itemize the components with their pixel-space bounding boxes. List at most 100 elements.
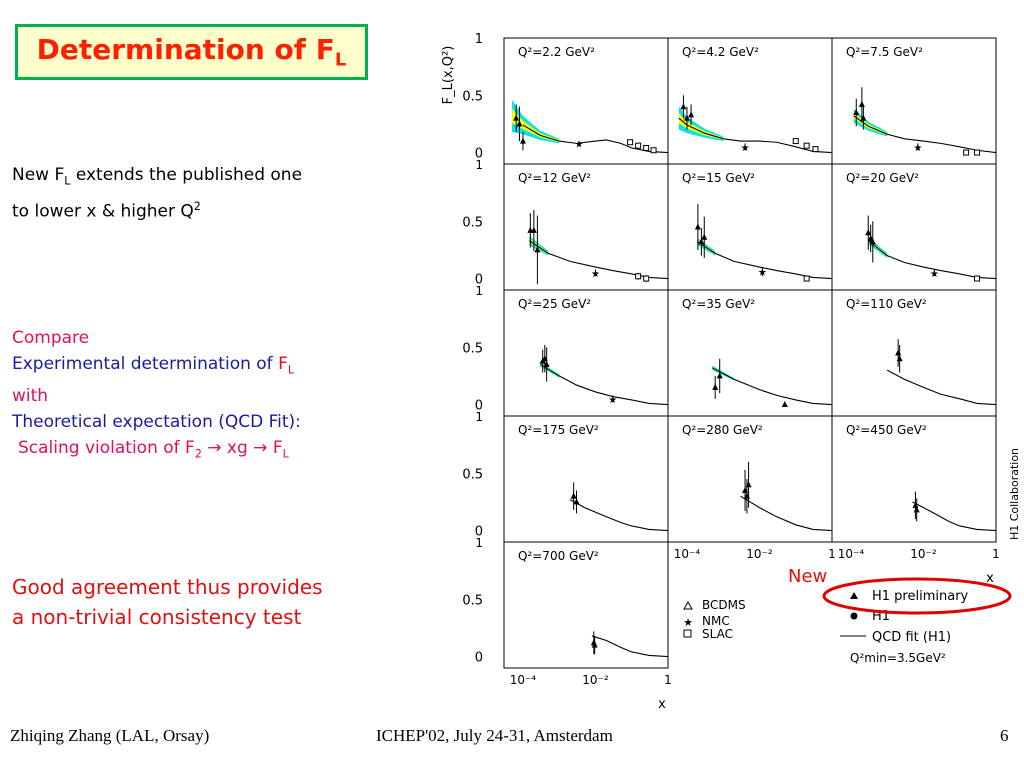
panel-label: Q²=35 GeV² — [682, 297, 755, 311]
y-tick-label: 1 — [475, 32, 483, 47]
panel-label: Q²=175 GeV² — [518, 423, 599, 437]
panel-frame — [667, 415, 833, 543]
data-point-slac — [627, 139, 634, 146]
footer-author: Zhiqing Zhang (LAL, Orsay) — [10, 726, 210, 745]
panel-13: Q²=700 GeV² — [503, 541, 669, 669]
page-number: 6 — [1000, 726, 1009, 745]
data-point-h1-prelim — [570, 492, 577, 499]
x-axis-label: x — [986, 571, 994, 586]
data-point-nmc: ★ — [913, 143, 922, 154]
legend-h1-prelim: H1 preliminary — [872, 589, 969, 604]
y-tick-label: 1 — [475, 158, 483, 172]
panel-frame — [503, 289, 669, 417]
legend-qmin: Q²min=3.5GeV² — [850, 651, 946, 665]
data-point-h1-prelim — [858, 100, 865, 107]
error-band-inner — [853, 112, 888, 136]
panel-label: Q²=4.2 GeV² — [682, 45, 759, 59]
data-point-h1-prelim — [573, 498, 580, 505]
data-point-h1-prelim — [712, 383, 719, 390]
data-point-h1-prelim — [701, 233, 708, 240]
qcd-fit-curve — [853, 115, 997, 154]
panel-label: Q²=700 GeV² — [518, 549, 599, 563]
data-point-h1-prelim — [543, 360, 550, 367]
data-point-h1-prelim — [591, 641, 598, 648]
panel-label: Q²=450 GeV² — [846, 423, 927, 437]
y-tick-label: 0 — [475, 147, 483, 162]
data-point-h1-prelim — [688, 111, 695, 118]
data-point-slac — [974, 149, 981, 156]
data-point-nmc: ★ — [574, 139, 583, 150]
footer-conference: ICHEP'02, July 24-31, Amsterdam — [376, 726, 613, 745]
title-box: Determination of FL — [15, 24, 368, 80]
panel-label: Q²=110 GeV² — [846, 297, 927, 311]
error-band-outer — [512, 99, 560, 144]
y-tick-label: 1 — [475, 536, 483, 550]
panel-label: Q²=25 GeV² — [518, 297, 591, 311]
slide-title: Determination of FL — [36, 33, 347, 71]
data-point-h1-prelim — [694, 223, 701, 230]
data-point-h1-prelim — [530, 226, 537, 233]
legend-nmc-marker: ★ — [683, 616, 693, 629]
y-axis-label: F_L(x,Q²) — [441, 46, 456, 105]
x-tick-label: 1 — [992, 547, 1000, 561]
data-point-h1-prelim — [867, 234, 874, 241]
data-point-nmc: ★ — [758, 268, 767, 279]
panel-frame — [831, 163, 997, 291]
data-point-h1-prelim — [519, 137, 526, 144]
data-point-h1-prelim — [860, 114, 867, 121]
data-point-h1-prelim — [745, 481, 752, 488]
y-tick-label: 0.5 — [462, 89, 483, 104]
qcd-fit-curve — [522, 124, 669, 154]
panel-5: ★ Q²=15 GeV² — [667, 163, 833, 291]
panel-label: Q²=280 GeV² — [682, 423, 763, 437]
y-tick-label: 0.5 — [462, 467, 483, 482]
data-point-h1-prelim — [913, 506, 920, 513]
x-tick-label: 10⁻² — [582, 673, 609, 687]
data-point-slac — [643, 275, 650, 282]
data-point-nmc: ★ — [741, 143, 750, 154]
y-tick-label: 0.5 — [462, 215, 483, 230]
panel-frame — [831, 415, 997, 543]
x-tick-label: 10⁻⁴ — [510, 673, 537, 687]
new-label: New — [788, 566, 828, 587]
panel-9: Q²=110 GeV² — [831, 289, 997, 417]
y-tick-label: 0 — [475, 399, 483, 414]
y-tick-label: 0.5 — [462, 341, 483, 356]
data-point-slac — [963, 149, 970, 156]
panel-label: Q²=15 GeV² — [682, 171, 755, 185]
panel-frame — [503, 415, 669, 543]
panel-label: Q²=20 GeV² — [846, 171, 919, 185]
data-point-h1-prelim — [716, 372, 723, 379]
panel-3: ★ Q²=7.5 GeV² — [831, 37, 997, 165]
panel-frame — [503, 541, 669, 669]
qcd-fit-curve — [569, 499, 669, 532]
legend-slac: SLAC — [702, 627, 733, 641]
conclusion-text: Good agreement thus provides a non-trivi… — [12, 575, 323, 629]
data-point-nmc: ★ — [608, 395, 617, 406]
qcd-fit-curve — [539, 363, 669, 406]
data-point-slac — [650, 147, 657, 154]
data-point-slac — [635, 142, 642, 149]
y-tick-label: 0 — [475, 651, 483, 666]
panel-11: Q²=280 GeV² — [667, 415, 833, 543]
qcd-fit-curve — [740, 495, 833, 532]
intro-text: New FL extends the published one to lowe… — [12, 165, 303, 223]
legend-h1-marker — [850, 612, 858, 620]
x-tick-label: 10⁻² — [910, 547, 937, 561]
data-point-h1-prelim — [698, 238, 705, 245]
legend-bcdms: BCDMS — [702, 598, 746, 612]
panel-frame — [503, 163, 669, 291]
data-point-h1-prelim — [680, 103, 687, 110]
data-point-h1-prelim — [896, 355, 903, 362]
legend-slac-marker — [683, 629, 692, 638]
y-tick-label: 1 — [475, 410, 483, 424]
data-point-h1-prelim — [781, 401, 788, 408]
panel-8: Q²=35 GeV² — [667, 289, 833, 417]
panel-frame — [667, 289, 833, 417]
highlight-ellipse — [822, 577, 1012, 615]
error-band-outer — [678, 106, 724, 142]
data-point-slac — [974, 275, 981, 282]
data-point-nmc: ★ — [591, 269, 600, 280]
y-tick-label: 0 — [475, 525, 483, 540]
